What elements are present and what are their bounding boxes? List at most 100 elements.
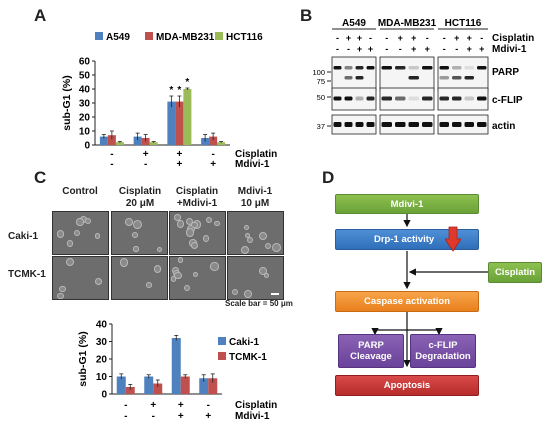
scale-bar-label: Scale bar = 50 μm — [225, 299, 293, 308]
blot-band — [464, 76, 474, 80]
mdivi-mark: + — [368, 44, 373, 54]
cell-speck — [243, 224, 249, 230]
cell-speck — [56, 229, 65, 238]
blot-band — [477, 96, 487, 101]
mdivi-mark: - — [385, 44, 388, 54]
y-tick-label: 40 — [96, 320, 108, 331]
mdivi-mark: + — [411, 44, 416, 54]
blot-row-label: c-FLIP — [492, 95, 523, 106]
row-label-caki: Caki-1 — [8, 231, 39, 242]
panel-label-d: D — [322, 168, 335, 187]
legend-swatch — [218, 352, 226, 360]
blot-band — [355, 122, 364, 127]
cell-speck — [258, 266, 267, 275]
cell-speck — [95, 233, 101, 239]
treatment-mark: - — [211, 149, 214, 160]
cell-speck — [85, 217, 92, 224]
cell-speck — [65, 257, 75, 267]
cell-speck — [94, 278, 102, 285]
condition-label-mdivi: Mdivi-1 10 μM — [237, 186, 273, 209]
y-tick-label: 0 — [84, 141, 90, 152]
cisplatin-mark: + — [357, 33, 362, 43]
cell-speck — [66, 240, 74, 247]
cisplatin-box: Cisplatin — [488, 262, 542, 283]
mdivi-mark: - — [347, 44, 350, 54]
cell-speck — [185, 227, 195, 237]
blot-row-label: actin — [492, 121, 515, 132]
legend-label: Caki-1 — [229, 337, 259, 348]
bar-caki-1 — [171, 338, 181, 394]
bar-tcmk-1 — [153, 383, 163, 394]
molecular-weight-marker: 37 — [317, 122, 325, 131]
cell-speck — [145, 282, 152, 288]
blot-band — [333, 96, 342, 101]
treatment-label: Cisplatin — [235, 400, 277, 411]
bar-caki-1 — [199, 378, 209, 394]
cell-speck — [177, 257, 184, 263]
molecular-weight-marker: 100 — [312, 68, 325, 77]
treatment-label: Mdivi-1 — [235, 411, 270, 422]
treatment-mark: - — [124, 400, 127, 411]
blot-band — [439, 96, 449, 101]
treatment-mark: + — [176, 149, 182, 160]
cell-speck — [246, 236, 253, 243]
cell-speck — [202, 235, 210, 242]
bar-tcmk-1 — [125, 387, 135, 394]
blot-box — [379, 114, 435, 135]
blot-band — [333, 122, 342, 127]
blot-band — [395, 122, 406, 127]
blot-band — [422, 96, 433, 101]
blot-band — [366, 122, 375, 127]
y-tick-label: 10 — [79, 127, 91, 138]
cell-speck — [125, 218, 134, 226]
cell-speck — [174, 271, 182, 279]
bar-mda-mb231 — [107, 135, 116, 145]
y-tick-label: 10 — [96, 372, 108, 383]
blot-box — [379, 87, 435, 111]
mdivi-mark: + — [479, 44, 484, 54]
cell-speck — [244, 290, 253, 299]
cell-speck — [191, 221, 198, 229]
y-tick-label: 30 — [79, 99, 91, 110]
micrograph-caki-1-2 — [169, 211, 226, 255]
blot-band — [381, 122, 392, 127]
cell-speck — [157, 246, 163, 253]
mdivi-box: Mdivi-1 — [335, 194, 479, 214]
cell-speck — [192, 271, 199, 278]
y-tick-label: 30 — [96, 337, 108, 348]
blot-band — [344, 96, 353, 101]
cisplatin-mark: - — [443, 33, 446, 43]
blot-band — [381, 66, 392, 70]
y-tick-label: 60 — [79, 57, 91, 68]
bar-a549 — [99, 136, 108, 145]
bar-mda-mb231 — [209, 136, 218, 145]
down-arrow-icon — [445, 226, 461, 252]
significance-star: * — [185, 77, 189, 88]
blot-box — [331, 114, 377, 135]
cell-speck — [210, 262, 219, 271]
cisplatin-mark: + — [454, 33, 459, 43]
blot-band — [366, 66, 375, 70]
blot-band — [408, 76, 419, 80]
blot-band — [408, 66, 419, 70]
blot-box — [331, 56, 377, 92]
treatment-mark: + — [143, 149, 149, 160]
y-tick-label: 20 — [96, 355, 108, 366]
caspase-box: Caspase activation — [335, 291, 479, 312]
treatment-mark: + — [205, 411, 211, 422]
treatment-mark: - — [207, 400, 210, 411]
blot-band — [422, 122, 433, 127]
blot-band — [333, 66, 342, 70]
condition-label-cisplatin-mdivi: Cisplatin +Mdivi-1 — [175, 186, 219, 209]
cell-speck — [59, 285, 66, 293]
blot-band — [408, 122, 419, 127]
y-tick-label: 50 — [79, 71, 91, 82]
scale-bar — [271, 293, 279, 295]
treatment-mark: - — [110, 149, 113, 160]
cell-speck — [171, 276, 177, 282]
blot-box — [437, 87, 489, 111]
micrograph-caki-1-3 — [227, 211, 284, 255]
cisplatin-mark: - — [336, 33, 339, 43]
cell-line-label: MDA-MB231 — [378, 18, 437, 29]
